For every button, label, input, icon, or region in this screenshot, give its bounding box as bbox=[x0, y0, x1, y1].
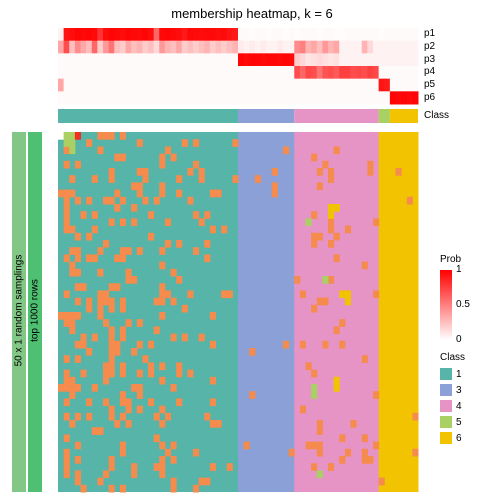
legend-class-item: 5 bbox=[440, 416, 462, 428]
legend-prob-tick: 0 bbox=[456, 334, 462, 345]
legend-class-item: 6 bbox=[440, 432, 462, 444]
upper-row-label: p4 bbox=[424, 66, 435, 77]
upper-row-label: p5 bbox=[424, 79, 435, 90]
legend-swatch bbox=[440, 368, 452, 380]
legend-swatch bbox=[440, 416, 452, 428]
legend-class-item: 3 bbox=[440, 384, 462, 396]
left-annotation-outer-label: 50 x 1 random samplings bbox=[14, 231, 25, 391]
upper-row-label: p6 bbox=[424, 92, 435, 103]
legend-class-item: 4 bbox=[440, 400, 462, 412]
legend-class-label: 6 bbox=[456, 433, 462, 444]
upper-row-label: p3 bbox=[424, 54, 435, 65]
legend-class-title: Class bbox=[440, 352, 465, 363]
left-annotation-inner-label: top 1000 rows bbox=[30, 251, 41, 371]
upper-row-label: p1 bbox=[424, 28, 435, 39]
legend-prob-tick: 0.5 bbox=[456, 299, 470, 310]
legend-class-label: 1 bbox=[456, 369, 462, 380]
legend-swatch bbox=[440, 400, 452, 412]
legend-swatch bbox=[440, 384, 452, 396]
membership-heatmap-figure: { "title": {"text":"membership heatmap, … bbox=[0, 0, 504, 504]
legend-class-label: 3 bbox=[456, 385, 462, 396]
legend-class-label: 4 bbox=[456, 401, 462, 412]
class-row-label: Class bbox=[424, 110, 449, 121]
legend-prob-tick: 1 bbox=[456, 264, 462, 275]
legend-class-label: 5 bbox=[456, 417, 462, 428]
upper-row-label: p2 bbox=[424, 41, 435, 52]
legend-class-item: 1 bbox=[440, 368, 462, 380]
legend-swatch bbox=[440, 432, 452, 444]
